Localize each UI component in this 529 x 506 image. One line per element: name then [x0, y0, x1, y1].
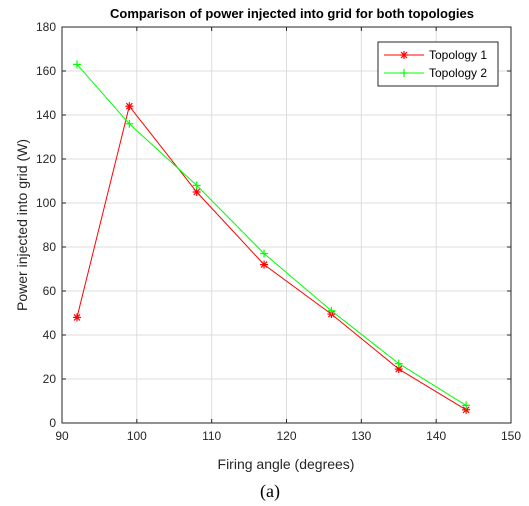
y-tick-label: 160 — [36, 64, 56, 78]
y-tick-label: 80 — [43, 240, 57, 254]
y-tick-label: 140 — [36, 108, 56, 122]
x-tick-label: 150 — [501, 429, 521, 443]
x-tick-label: 110 — [202, 429, 221, 443]
series-1-point — [260, 260, 269, 269]
x-axis-label: Firing angle (degrees) — [218, 456, 355, 472]
series-1-point — [394, 365, 403, 374]
series-1-point — [192, 188, 201, 196]
x-tick-label: 120 — [276, 429, 296, 443]
legend: Topology 1 Topology 2 — [377, 41, 499, 87]
series-1-point — [72, 313, 81, 322]
series-2-point — [260, 249, 269, 258]
x-tick-label: 130 — [351, 429, 371, 443]
series-layer — [72, 60, 471, 414]
series-2-point — [394, 359, 403, 368]
axis-ticks: 90 100 110 120 130 140 150 0 20 40 60 80 100 120 140 16… — [36, 20, 521, 443]
y-tick-label: 0 — [49, 416, 56, 430]
y-tick-label: 60 — [43, 284, 57, 298]
y-axis-label: Power injected into grid (W) — [14, 139, 30, 311]
legend-label: Topology 2 — [429, 66, 487, 80]
series-1-point — [125, 102, 134, 111]
series-2-point — [327, 306, 336, 315]
legend-marker — [400, 51, 408, 59]
series-1 — [72, 102, 471, 414]
series-2-point — [125, 119, 134, 128]
series-1-line — [76, 105, 467, 411]
series-2-point — [462, 401, 471, 410]
legend-entry-1: Topology 1 — [384, 48, 487, 62]
series-2 — [72, 60, 471, 410]
x-tick-label: 90 — [55, 429, 69, 443]
chart-title: Comparison of power injected into grid f… — [110, 6, 474, 21]
legend-box — [377, 41, 499, 87]
y-tick-label: 120 — [36, 152, 56, 166]
legend-label: Topology 1 — [429, 48, 487, 62]
y-tick-label: 100 — [36, 196, 56, 210]
series-2-point — [192, 181, 201, 190]
x-tick-label: 100 — [127, 429, 147, 443]
y-tick-label: 40 — [43, 328, 57, 342]
y-tick-label: 20 — [43, 372, 57, 386]
legend-marker — [400, 69, 408, 77]
legend-entry-2: Topology 2 — [384, 66, 487, 80]
y-tick-label: 180 — [36, 20, 56, 34]
x-tick-label: 140 — [426, 429, 446, 443]
series-2-point — [72, 60, 81, 69]
figure-caption: (a) — [260, 481, 280, 502]
series-2-line — [76, 64, 467, 406]
